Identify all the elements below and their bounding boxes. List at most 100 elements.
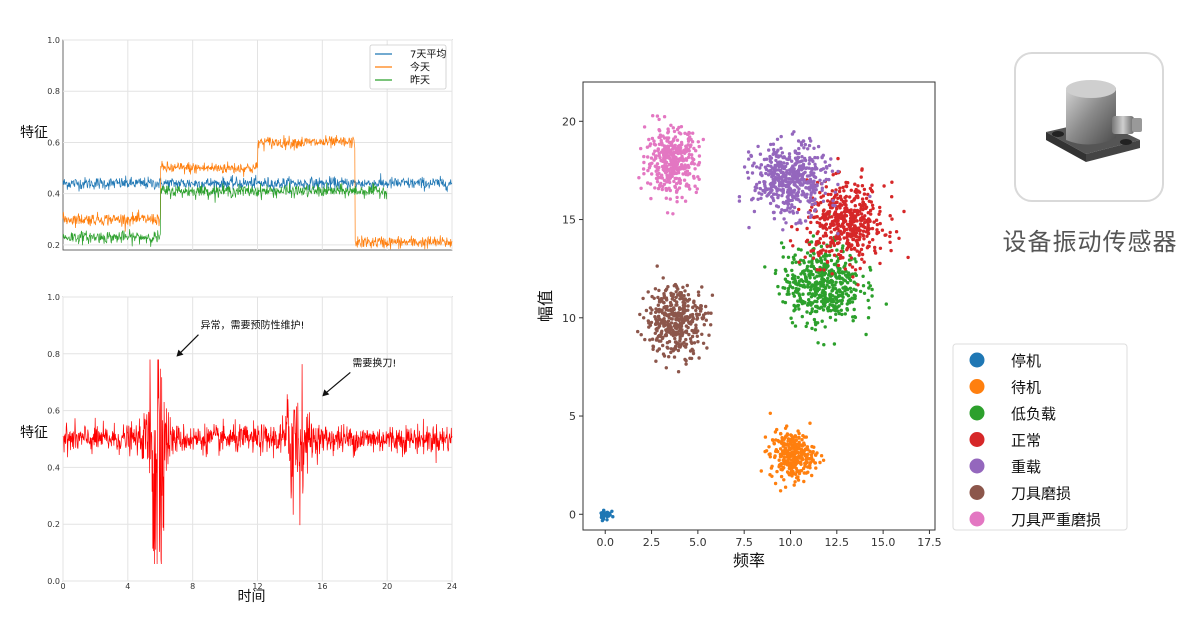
chart3-scatter-point (659, 138, 663, 143)
chart3-scatter-point (811, 272, 815, 277)
chart3-scatter-point (808, 449, 812, 454)
chart3-scatter-point (662, 178, 667, 183)
chart3-scatter-point (678, 337, 682, 341)
chart3-scatter-point (755, 182, 759, 187)
chart3-scatter-point (671, 153, 676, 157)
chart3-scatter-point (814, 243, 818, 247)
chart3-scatter-point (693, 184, 697, 188)
chart3-scatter-point (768, 201, 773, 206)
chart3-scatter-point (853, 315, 857, 319)
chart3-scatter-point (803, 158, 808, 163)
chart3-scatter-point (861, 274, 865, 278)
chart3-scatter-point (650, 136, 655, 141)
chart3-scatter-point (836, 232, 840, 236)
chart3-scatter-point (804, 457, 808, 462)
chart3-scatter-point (804, 435, 808, 439)
chart3-scatter-point (686, 315, 691, 320)
chart3-scatter-point (653, 287, 658, 291)
chart3-legend-marker (969, 379, 985, 394)
chart3-scatter-point (688, 187, 692, 191)
chart3-scatter-point (867, 227, 872, 231)
chart2-ytick-label: 0.2 (47, 520, 60, 529)
chart3-scatter-point (683, 289, 687, 293)
chart3-scatter-point (656, 168, 660, 172)
chart3-scatter-point (781, 245, 786, 250)
chart3-scatter-point (678, 151, 683, 155)
chart3-scatter-point (832, 253, 837, 257)
chart3-scatter-point (830, 283, 834, 287)
chart3-scatter-point (828, 244, 832, 248)
chart3-scatter-point (673, 184, 677, 189)
chart3-scatter-point (839, 249, 843, 253)
chart3-scatter-point (802, 269, 807, 273)
chart3-scatter-point (809, 139, 813, 143)
chart3-scatter-point (843, 267, 847, 271)
chart3-scatter-point (697, 356, 701, 360)
chart2-xlabel: 时间 (238, 589, 266, 605)
chart3-scatter-point (811, 182, 815, 186)
chart3-scatter-point (694, 149, 698, 153)
chart3-scatter-point (859, 204, 863, 208)
chart3-scatter-point (906, 255, 910, 260)
chart3-scatter-point (677, 306, 682, 310)
chart3-scatter-point (813, 175, 818, 180)
chart3-scatter-point (853, 272, 857, 276)
chart3-scatter-point (830, 289, 834, 293)
chart3-scatter-point (814, 466, 818, 470)
chart3-scatter-point (867, 240, 872, 244)
chart3-scatter-point (804, 186, 808, 190)
chart3-scatter-point (850, 265, 855, 269)
chart3-scatter-point (800, 314, 804, 319)
chart3-scatter-point (672, 137, 676, 141)
chart3-scatter-point (803, 255, 807, 259)
chart3-scatter-point (709, 311, 713, 315)
chart3-scatter-point (758, 166, 762, 170)
chart3-scatter-point (827, 285, 831, 289)
chart3-scatter-point (795, 151, 799, 156)
chart3-scatter-point (793, 434, 798, 439)
chart1-ytick-label: 0.2 (47, 241, 60, 250)
chart3-scatter-point (666, 127, 670, 131)
chart3-scatter-point (676, 171, 681, 175)
chart3-scatter-point (798, 293, 802, 298)
chart3-scatter-point (830, 189, 834, 193)
chart3-scatter-point (772, 192, 776, 196)
chart3-scatter-point (700, 285, 704, 289)
chart3-scatter-point (851, 226, 856, 231)
chart3-scatter-point (669, 317, 674, 321)
chart3-legend-marker (969, 352, 985, 368)
chart3-scatter-point (646, 181, 650, 185)
chart3-scatter-point (664, 196, 668, 200)
chart3-scatter-point (872, 220, 876, 224)
chart3-scatter-point (835, 259, 840, 263)
chart3-scatter-point (830, 169, 835, 173)
chart3-scatter-point (792, 483, 796, 487)
chart3-scatter-point (870, 287, 874, 292)
chart3-scatter-point (773, 430, 778, 434)
chart3-scatter-point (672, 129, 677, 134)
chart3-scatter-point (797, 471, 802, 476)
chart3-scatter-point (811, 450, 815, 455)
chart3-scatter-point (794, 438, 798, 442)
chart3-scatter-point (796, 198, 800, 202)
chart3-scatter-point (777, 458, 781, 462)
chart3-scatter-point (751, 164, 755, 168)
chart3-scatter-point (837, 311, 842, 316)
chart3-scatter-point (837, 252, 841, 257)
chart3-scatter-point (762, 157, 767, 162)
chart3-scatter-point (822, 265, 826, 269)
chart3-scatter-point (833, 318, 838, 322)
chart3-scatter-point (668, 197, 672, 201)
chart3-scatter-point (669, 303, 673, 308)
chart3-scatter-point (801, 466, 806, 471)
chart3-scatter-point (822, 268, 826, 272)
chart3-scatter-point (611, 515, 615, 519)
chart3-scatter-point (673, 340, 678, 344)
chart3-scatter-point (800, 189, 805, 194)
chart3-scatter-point (791, 255, 796, 259)
chart3-scatter-point (873, 251, 878, 255)
chart3-scatter-point (782, 451, 787, 455)
chart3-xtick-label: 15.0 (871, 536, 896, 549)
chart3-scatter-point (663, 319, 667, 324)
